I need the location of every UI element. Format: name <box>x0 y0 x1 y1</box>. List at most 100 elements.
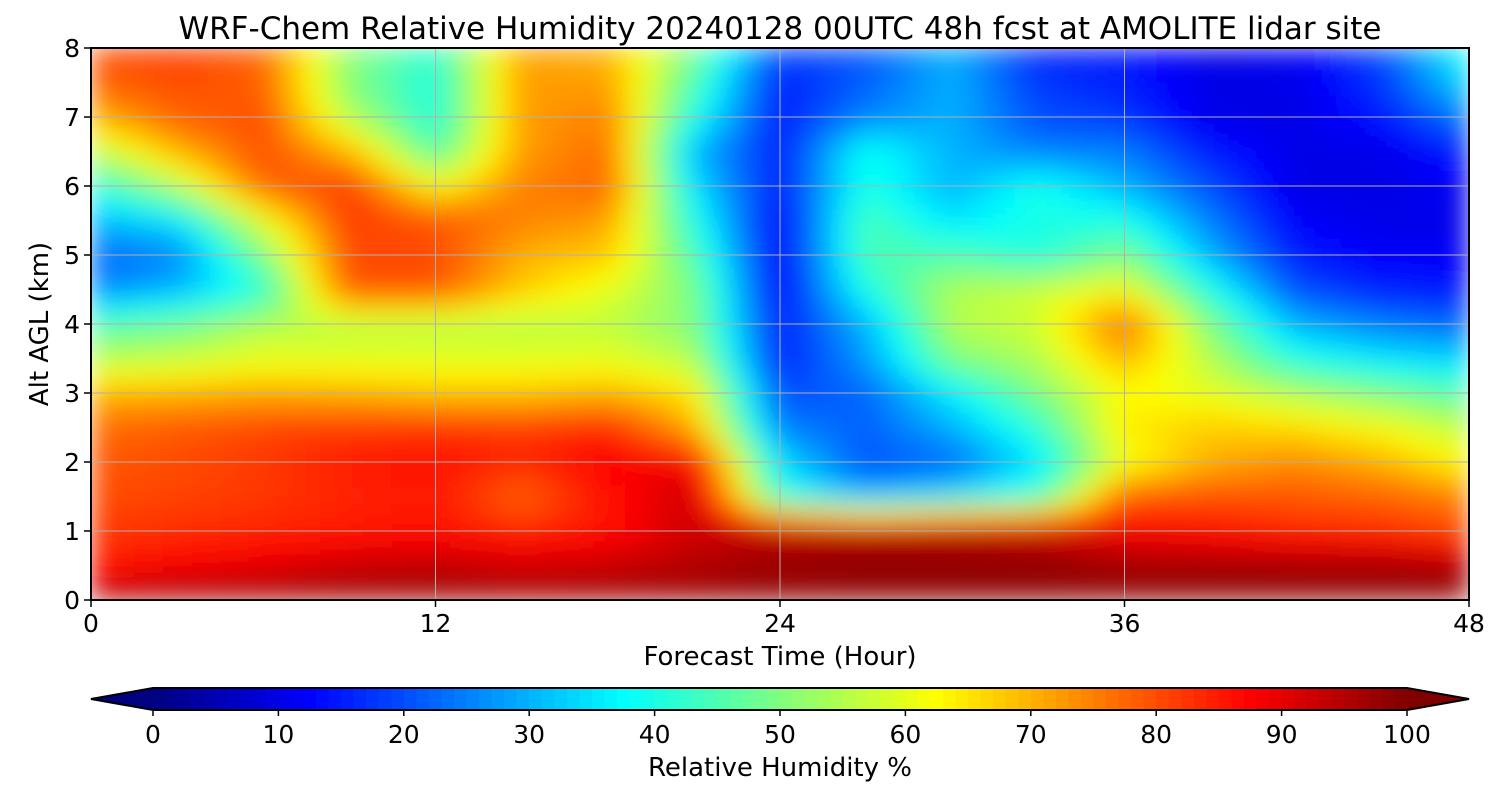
heatmap-cell <box>765 105 781 118</box>
heatmap-cell <box>1009 266 1025 279</box>
heatmap-cell <box>234 300 250 313</box>
heatmap-cell <box>750 208 767 221</box>
heatmap-cell <box>607 415 623 428</box>
heatmap-cell <box>506 358 523 371</box>
heatmap-cell <box>435 542 451 555</box>
heatmap-cell <box>234 93 250 106</box>
heatmap-cell <box>219 139 236 152</box>
heatmap-cell <box>162 415 178 428</box>
heatmap-cell <box>435 116 451 129</box>
heatmap-cell <box>420 507 436 520</box>
heatmap-cell <box>1339 151 1355 164</box>
heatmap-cell <box>1066 116 1082 129</box>
heatmap-cell <box>1124 358 1140 371</box>
heatmap-cell <box>1281 323 1298 336</box>
heatmap-cell <box>234 484 250 497</box>
heatmap-cell <box>722 254 738 267</box>
heatmap-cell <box>1324 243 1341 256</box>
heatmap-cell <box>994 415 1011 428</box>
heatmap-cell <box>190 208 207 221</box>
heatmap-cell <box>822 70 838 83</box>
heatmap-cell <box>391 335 408 348</box>
heatmap-cell <box>334 254 350 267</box>
heatmap-cell <box>219 588 236 600</box>
heatmap-cell <box>966 507 982 520</box>
heatmap-cell <box>1138 392 1154 405</box>
heatmap-cell <box>1181 530 1197 543</box>
heatmap-cell <box>1023 381 1039 394</box>
heatmap-cell <box>822 565 838 578</box>
heatmap-cell <box>793 151 810 164</box>
heatmap-cell <box>1411 185 1427 198</box>
heatmap-cell <box>1138 116 1154 129</box>
heatmap-cell <box>435 174 451 187</box>
heatmap-cell <box>722 553 738 566</box>
heatmap-cell <box>966 530 982 543</box>
heatmap-cell <box>1152 323 1169 336</box>
heatmap-cell <box>722 162 738 175</box>
heatmap-cell <box>549 254 566 267</box>
heatmap-cell <box>564 588 580 600</box>
heatmap-cell <box>879 450 896 463</box>
heatmap-cell <box>1267 335 1283 348</box>
heatmap-cell <box>1009 116 1025 129</box>
heatmap-cell <box>937 450 953 463</box>
heatmap-cell <box>851 415 867 428</box>
heatmap-cell <box>679 369 695 382</box>
heatmap-cell <box>1037 93 1054 106</box>
heatmap-cell <box>1267 507 1283 520</box>
heatmap-cell <box>980 277 996 290</box>
heatmap-cell <box>291 116 307 129</box>
heatmap-cell <box>91 542 106 555</box>
heatmap-cell <box>1253 588 1269 600</box>
heatmap-cell <box>1324 289 1341 302</box>
heatmap-cell <box>391 277 408 290</box>
heatmap-cell <box>91 254 106 267</box>
heatmap-cell <box>923 496 939 509</box>
heatmap-cell <box>1167 162 1183 175</box>
heatmap-cell <box>1037 358 1054 371</box>
heatmap-cell <box>219 496 236 509</box>
heatmap-cell <box>1037 507 1054 520</box>
heatmap-cell <box>1368 381 1384 394</box>
heatmap-cell <box>1095 438 1111 451</box>
heatmap-cell <box>449 289 465 302</box>
heatmap-cell <box>1439 70 1456 83</box>
heatmap-cell <box>908 312 925 325</box>
heatmap-cell <box>1066 185 1082 198</box>
heatmap-cell <box>951 484 968 497</box>
heatmap-cell <box>679 312 695 325</box>
heatmap-cell <box>722 116 738 129</box>
heatmap-cell <box>1167 588 1183 600</box>
heatmap-cell <box>736 289 752 302</box>
heatmap-cell <box>1052 82 1068 95</box>
heatmap-cell <box>391 450 408 463</box>
heatmap-cell <box>147 48 164 60</box>
heatmap-cell <box>1253 358 1269 371</box>
heatmap-cell <box>1411 300 1427 313</box>
heatmap-cell <box>1296 185 1312 198</box>
heatmap-cell <box>463 93 480 106</box>
heatmap-cell <box>1454 404 1469 417</box>
heatmap-cell <box>1396 174 1413 187</box>
heatmap-cell <box>865 392 881 405</box>
heatmap-cell <box>722 335 738 348</box>
heatmap-cell <box>1181 576 1197 589</box>
heatmap-cell <box>1009 496 1025 509</box>
heatmap-cell <box>779 197 795 210</box>
heatmap-cell <box>1310 289 1326 302</box>
heatmap-cell <box>119 576 135 589</box>
heatmap-cell <box>1368 254 1384 267</box>
heatmap-cell <box>822 496 838 509</box>
heatmap-cell <box>1195 208 1212 221</box>
heatmap-cell <box>793 507 810 520</box>
heatmap-cell <box>1353 254 1370 267</box>
heatmap-cell <box>363 507 379 520</box>
heatmap-cell <box>865 415 881 428</box>
heatmap-cell <box>406 438 422 451</box>
heatmap-cell <box>1296 461 1312 474</box>
heatmap-cell <box>564 404 580 417</box>
heatmap-cell <box>1066 473 1082 486</box>
heatmap-cell <box>449 105 465 118</box>
heatmap-cell <box>277 358 293 371</box>
